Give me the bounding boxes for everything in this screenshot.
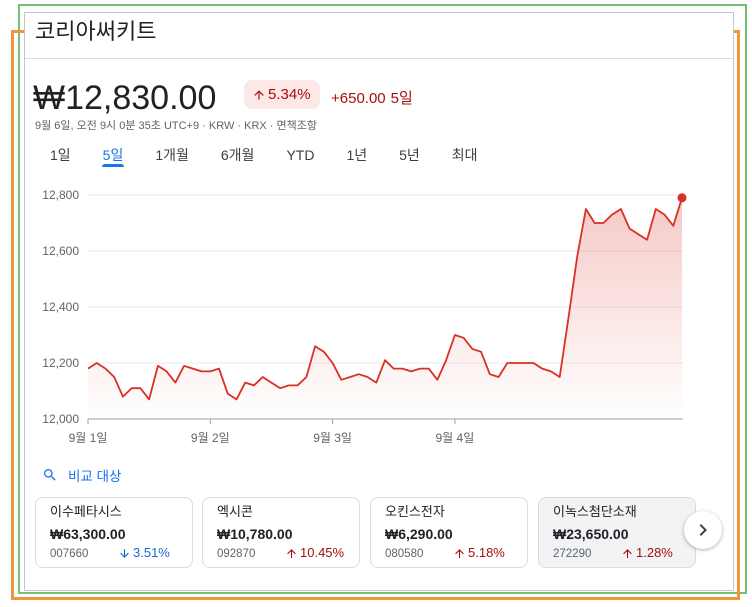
related-stock-card[interactable]: 엑시콘 ₩10,780.00 092870 10.45% xyxy=(202,497,360,568)
related-stock-change-pct: 5.18% xyxy=(468,545,505,560)
related-stock-ticker: 092870 xyxy=(217,548,256,560)
stock-title: 코리아써키트 xyxy=(35,19,157,44)
y-tick-label: 12,400 xyxy=(42,300,79,314)
related-stock-change: 1.28% xyxy=(621,545,673,561)
chevron-right-icon xyxy=(691,518,715,542)
tab-5y[interactable]: 5년 xyxy=(399,147,420,163)
related-stock-name: 엑시콘 xyxy=(217,504,253,519)
tab-ytd[interactable]: YTD xyxy=(286,147,315,163)
chart-axis-labels: 12,000 12,200 12,400 12,600 12,800 9월 1일 9월 2일… xyxy=(42,188,474,445)
related-stock-change-pct: 10.45% xyxy=(300,545,345,560)
stock-quote-card: 코리아써키트 ₩12,830.00 5.34% +650.00 5일 9월 6일… xyxy=(24,12,734,591)
arrow-up-icon xyxy=(453,547,466,560)
current-price: ₩12,830.00 xyxy=(33,79,217,117)
last-price-dot xyxy=(677,193,687,203)
related-stock-price: ₩23,650.00 xyxy=(553,526,629,542)
tab-5d[interactable]: 5일 xyxy=(101,147,125,167)
arrow-up-icon xyxy=(285,547,298,560)
arrow-up-icon xyxy=(252,88,266,102)
related-stock-price: ₩63,300.00 xyxy=(50,526,126,542)
related-stock-name: 이녹스첨단소재 xyxy=(553,504,637,519)
tab-1y[interactable]: 1년 xyxy=(346,147,368,163)
compare-button[interactable]: 비교 대상 xyxy=(42,466,121,484)
related-stock-name: 오킨스전자 xyxy=(385,504,445,519)
related-stock-change: 5.18% xyxy=(453,545,505,561)
tab-1d[interactable]: 1일 xyxy=(50,147,71,163)
related-stock-ticker: 080580 xyxy=(385,548,424,560)
tab-1m[interactable]: 1개월 xyxy=(155,147,189,163)
change-percent-badge: 5.34% xyxy=(244,80,320,109)
carousel-next-button[interactable] xyxy=(684,511,722,549)
related-stock-card[interactable]: 이수페타시스 ₩63,300.00 007660 3.51% xyxy=(35,497,193,568)
price-line xyxy=(87,197,683,401)
y-tick-label: 12,800 xyxy=(42,188,79,202)
title-divider xyxy=(25,58,733,59)
quote-meta: 9월 6일, 오전 9시 0분 35초 UTC+9 · KRW · KRX · … xyxy=(35,119,317,133)
arrow-up-icon xyxy=(621,547,634,560)
related-stock-card[interactable]: 오킨스전자 ₩6,290.00 080580 5.18% xyxy=(370,497,528,568)
range-tabs: 1일 5일 1개월 6개월 YTD 1년 5년 최대 xyxy=(50,145,478,167)
tab-6m[interactable]: 6개월 xyxy=(220,147,255,163)
x-tick-label: 9월 4일 xyxy=(435,431,474,445)
y-tick-label: 12,200 xyxy=(42,356,79,370)
related-stock-price: ₩6,290.00 xyxy=(385,526,453,542)
tab-max[interactable]: 최대 xyxy=(451,147,478,163)
related-stock-price: ₩10,780.00 xyxy=(217,526,293,542)
change-percent: 5.34% xyxy=(268,86,311,103)
related-stock-change: 10.45% xyxy=(285,545,344,561)
quote-timestamp: 9월 6일, 오전 9시 0분 35초 UTC+9 · KRW · KRX · xyxy=(35,120,277,132)
price-chart[interactable]: 12,000 12,200 12,400 12,600 12,800 9월 1일 9월 2일… xyxy=(25,180,725,450)
x-tick-label: 9월 1일 xyxy=(69,431,108,445)
related-stock-change-pct: 1.28% xyxy=(636,545,673,560)
search-icon xyxy=(42,467,58,483)
related-stock-card[interactable]: 이녹스첨단소재 ₩23,650.00 272290 1.28% xyxy=(538,497,696,568)
y-tick-label: 12,600 xyxy=(42,244,79,258)
change-amount-value: +650.00 xyxy=(331,90,386,107)
x-tick-label: 9월 2일 xyxy=(191,431,230,445)
related-stock-change-pct: 3.51% xyxy=(133,545,170,560)
chart-series xyxy=(87,193,687,419)
related-stock-ticker: 007660 xyxy=(50,548,89,560)
related-stock-ticker: 272290 xyxy=(553,548,592,560)
compare-label: 비교 대상 xyxy=(68,469,122,484)
y-tick-label: 12,000 xyxy=(42,412,79,426)
related-stock-name: 이수페타시스 xyxy=(50,504,122,519)
arrow-down-icon xyxy=(118,547,131,560)
disclaimer-link[interactable]: 면책조항 xyxy=(276,120,317,132)
x-tick-label: 9월 3일 xyxy=(313,431,352,445)
related-stock-change: 3.51% xyxy=(118,545,170,561)
decorative-frame-green xyxy=(18,4,747,594)
change-amount: +650.00 5일 xyxy=(331,90,413,108)
change-period: 5일 xyxy=(390,90,413,107)
price-area xyxy=(88,197,682,419)
